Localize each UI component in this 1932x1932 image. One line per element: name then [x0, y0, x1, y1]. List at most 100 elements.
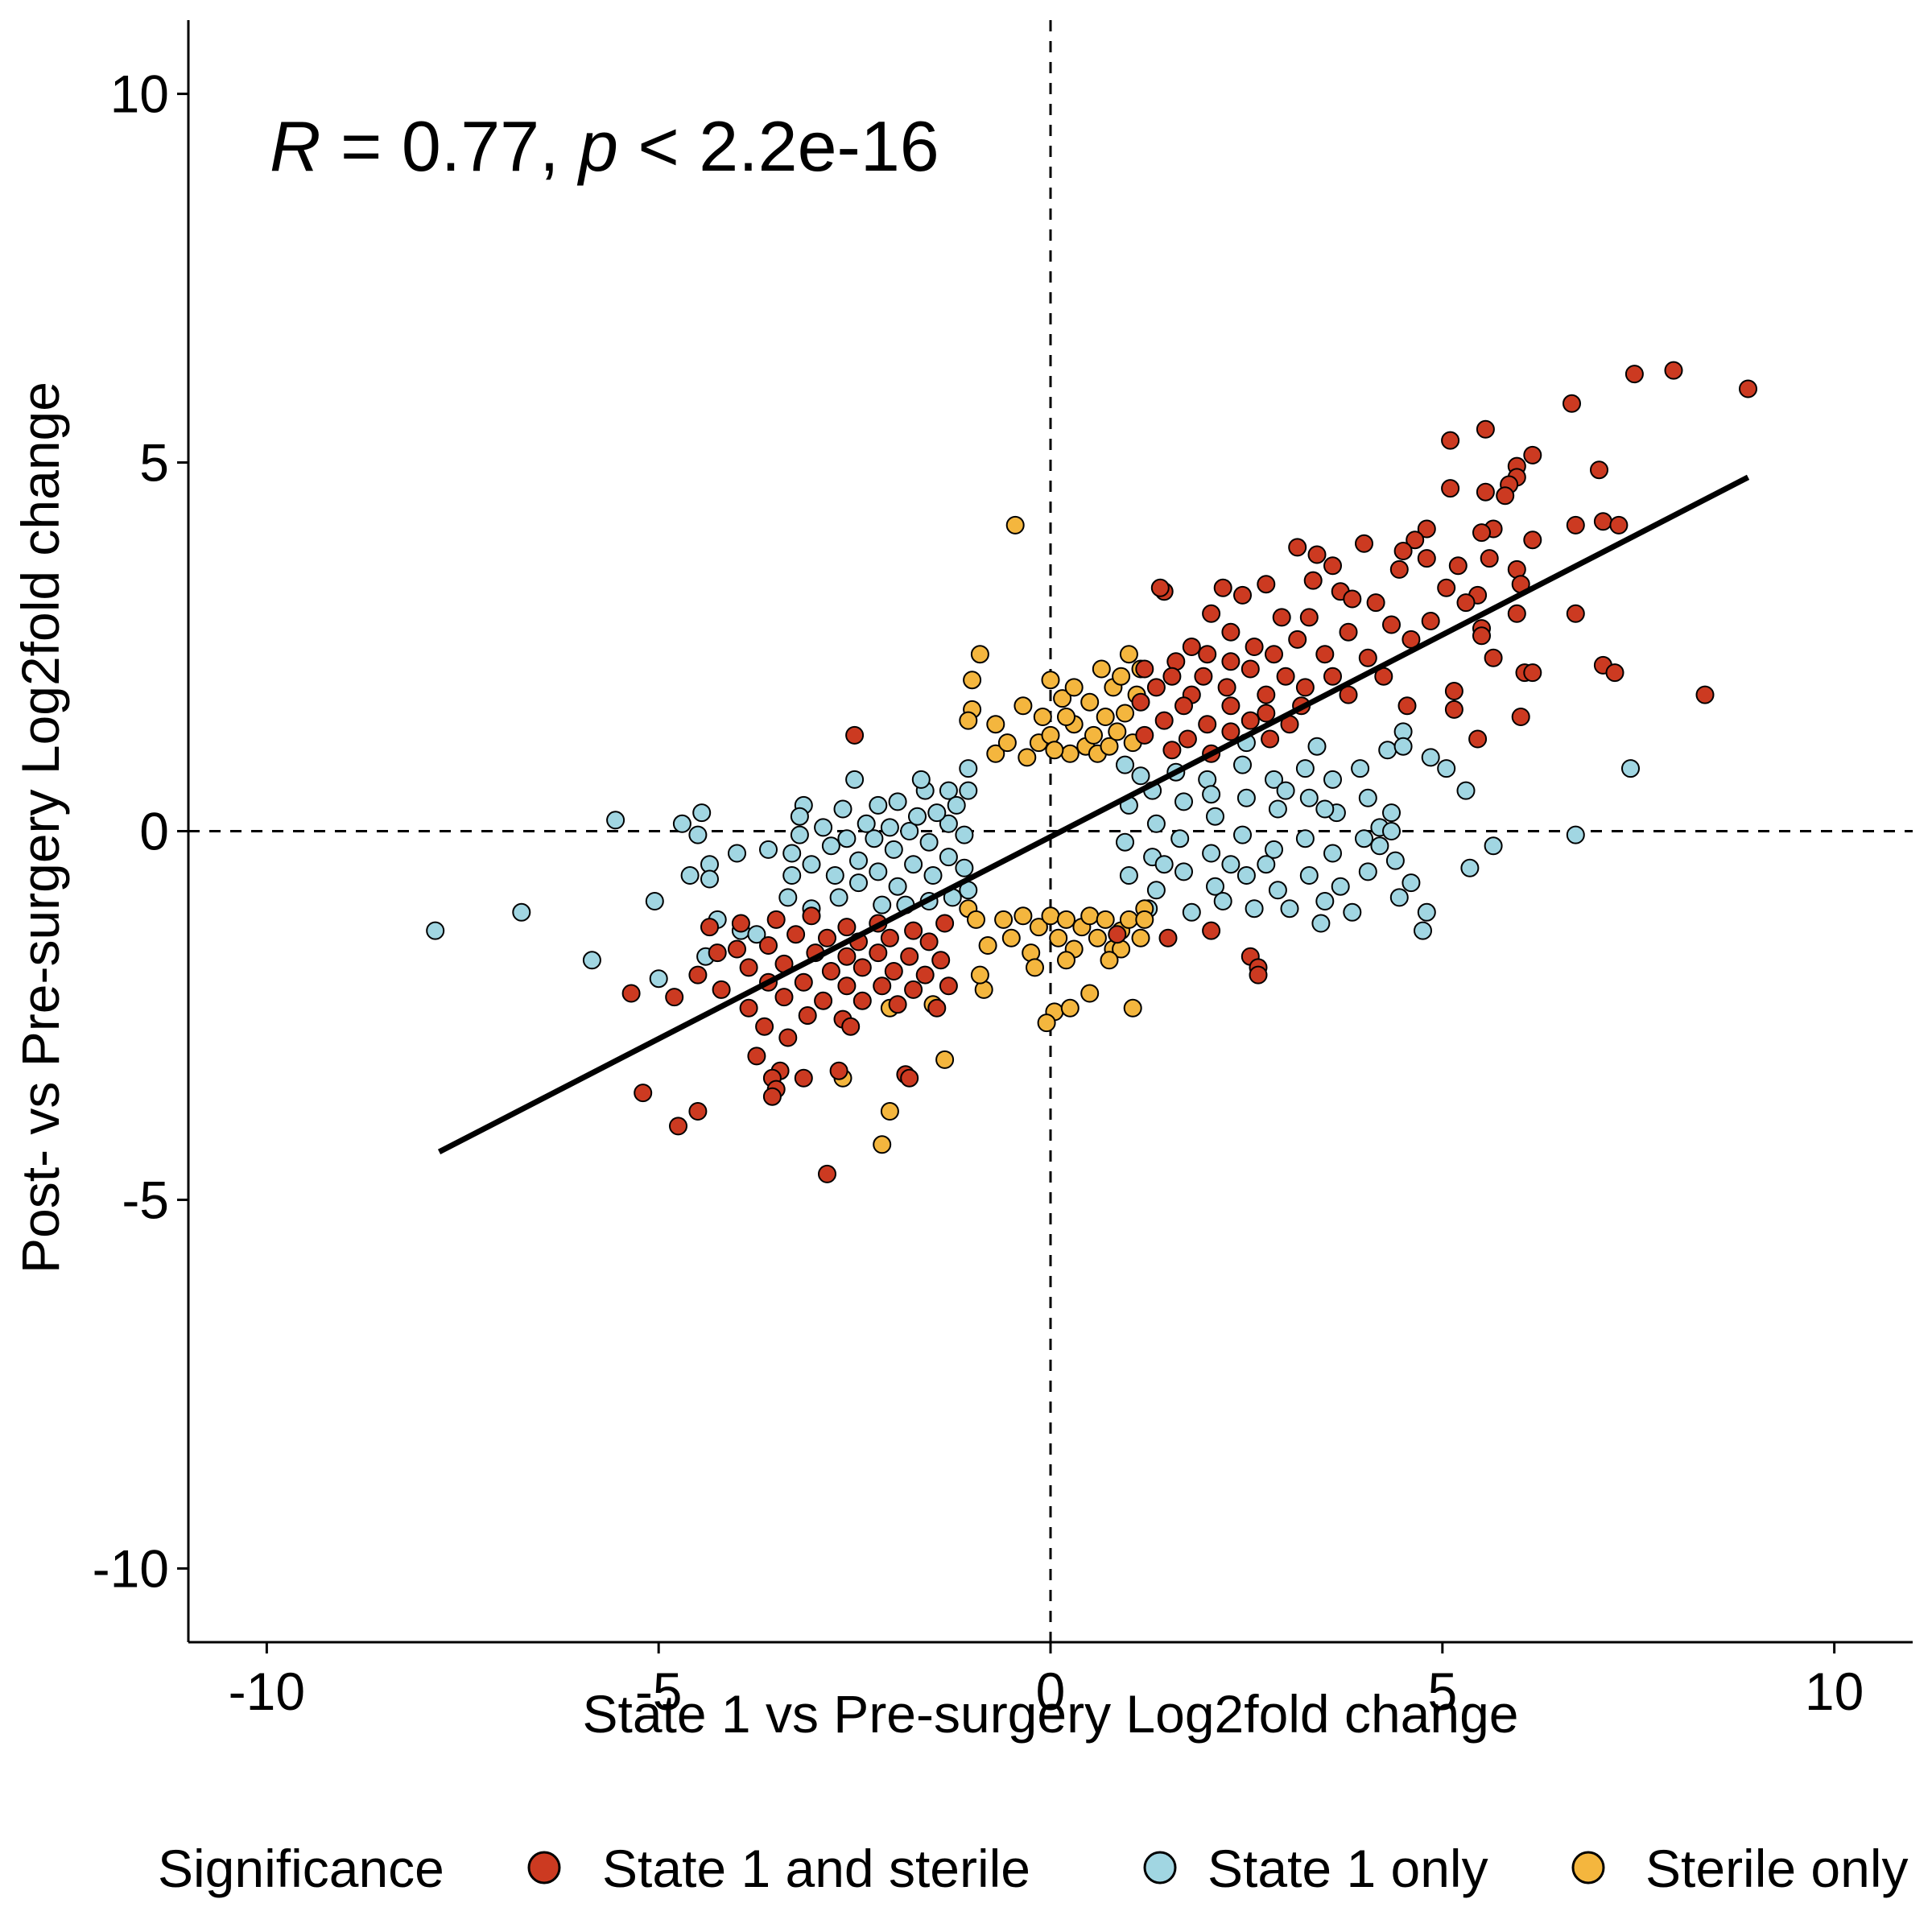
point-state-1-only — [1315, 892, 1335, 910]
y-tick-label: -10 — [93, 1538, 169, 1598]
point-state-1-and-sterile — [1257, 575, 1276, 594]
point-state-1-and-sterile — [1664, 361, 1683, 380]
point-state-1-and-sterile — [845, 725, 865, 745]
point-state-1-only — [829, 888, 848, 907]
point-state-1-only — [1233, 755, 1252, 774]
point-state-1-and-sterile — [1288, 630, 1307, 649]
point-state-1-and-sterile — [700, 918, 719, 937]
point-sterile-only — [994, 910, 1013, 929]
point-state-1-only — [857, 814, 876, 833]
r-value: = 0.77, — [321, 106, 579, 186]
point-state-1-and-sterile — [900, 1068, 919, 1088]
point-state-1-and-sterile — [852, 991, 872, 1010]
point-state-1-only — [700, 869, 719, 889]
legend-label-state1-only: State 1 only — [1208, 1839, 1488, 1898]
point-sterile-only — [935, 1050, 955, 1069]
point-state-1-and-sterile — [731, 914, 750, 933]
point-state-1-only — [1417, 902, 1436, 922]
point-sterile-only — [1018, 748, 1037, 767]
point-state-1-and-sterile — [837, 947, 857, 966]
point-state-1-and-sterile — [1265, 645, 1283, 664]
point-state-1-and-sterile — [880, 928, 899, 947]
point-state-1-and-sterile — [774, 988, 794, 1007]
point-state-1-only — [680, 866, 700, 885]
point-state-1-only — [1393, 737, 1413, 756]
point-state-1-and-sterile — [939, 976, 958, 996]
r-symbol: R — [270, 106, 321, 186]
point-state-1-and-sterile — [708, 943, 727, 963]
point-sterile-only — [970, 645, 989, 664]
point-state-1-only — [1323, 770, 1342, 789]
point-state-1-only — [1221, 855, 1241, 874]
point-state-1-and-sterile — [935, 914, 955, 933]
point-state-1-only — [1370, 836, 1389, 856]
legend: Significance State 1 and sterile State 1… — [158, 1839, 1909, 1898]
point-state-1-and-sterile — [1441, 431, 1460, 450]
point-state-1-only — [911, 770, 931, 789]
point-sterile-only — [880, 1102, 899, 1121]
legend-label-state1-sterile: State 1 and sterile — [602, 1839, 1030, 1898]
point-state-1-and-sterile — [852, 958, 872, 977]
point-state-1-only — [688, 825, 708, 844]
point-state-1-and-sterile — [888, 995, 907, 1014]
point-state-1-and-sterile — [1158, 928, 1178, 947]
point-state-1-and-sterile — [1624, 365, 1644, 384]
point-state-1-only — [888, 792, 907, 811]
point-state-1-only — [1174, 792, 1193, 811]
point-state-1-only — [1437, 759, 1456, 778]
point-state-1-and-sterile — [728, 939, 746, 959]
point-sterile-only — [970, 965, 989, 985]
point-state-1-only — [759, 840, 778, 859]
point-state-1-and-sterile — [621, 984, 641, 1003]
y-tick-label: 0 — [139, 802, 169, 861]
point-state-1-and-sterile — [1307, 545, 1327, 564]
point-state-1-only — [1385, 851, 1405, 870]
point-state-1-only — [1206, 807, 1224, 826]
point-state-1-and-sterile — [634, 1084, 653, 1103]
point-state-1-and-sterile — [1355, 534, 1373, 553]
point-state-1-and-sterile — [1417, 519, 1436, 539]
point-state-1-only — [1358, 862, 1377, 881]
point-sterile-only — [1013, 696, 1033, 716]
point-state-1-only — [873, 895, 892, 914]
point-state-1-and-sterile — [1695, 685, 1715, 704]
point-state-1-and-sterile — [688, 965, 708, 985]
point-state-1-only — [955, 858, 974, 877]
point-state-1-and-sterile — [739, 958, 758, 977]
point-sterile-only — [1057, 951, 1075, 970]
point-sterile-only — [1057, 708, 1075, 726]
point-state-1-and-sterile — [1150, 578, 1170, 597]
point-sterile-only — [1033, 708, 1052, 726]
point-state-1-and-sterile — [814, 991, 833, 1010]
point-state-1-only — [1402, 873, 1421, 893]
point-state-1-only — [1382, 803, 1401, 823]
point-sterile-only — [1037, 1013, 1056, 1033]
point-state-1-only — [1213, 892, 1232, 910]
point-state-1-and-sterile — [1249, 965, 1268, 985]
point-state-1-and-sterile — [821, 962, 840, 980]
point-state-1-and-sterile — [1397, 696, 1417, 716]
point-state-1-and-sterile — [1339, 622, 1358, 642]
point-state-1-and-sterile — [778, 1028, 798, 1047]
point-state-1-only — [1116, 755, 1134, 774]
point-state-1-and-sterile — [1476, 482, 1495, 502]
point-state-1-only — [1146, 814, 1166, 833]
point-state-1-only — [426, 921, 445, 940]
point-state-1-and-sterile — [915, 965, 935, 985]
point-state-1-and-sterile — [1480, 549, 1499, 568]
point-sterile-only — [1092, 659, 1111, 679]
point-sterile-only — [1135, 910, 1154, 929]
point-state-1-and-sterile — [1476, 419, 1495, 439]
point-state-1-only — [672, 814, 691, 833]
point-sterile-only — [1116, 704, 1134, 723]
point-state-1-only — [1389, 888, 1409, 907]
point-state-1-only — [1276, 781, 1295, 800]
point-state-1-and-sterile — [904, 921, 923, 940]
tick-labels: -10 -5 0 5 10 -10 -5 0 5 10 — [93, 64, 1864, 1721]
point-state-1-and-sterile — [1257, 685, 1276, 704]
point-state-1-only — [1170, 829, 1190, 848]
point-state-1-only — [782, 844, 802, 863]
point-state-1-only — [1460, 858, 1480, 877]
point-state-1-only — [1307, 737, 1327, 756]
